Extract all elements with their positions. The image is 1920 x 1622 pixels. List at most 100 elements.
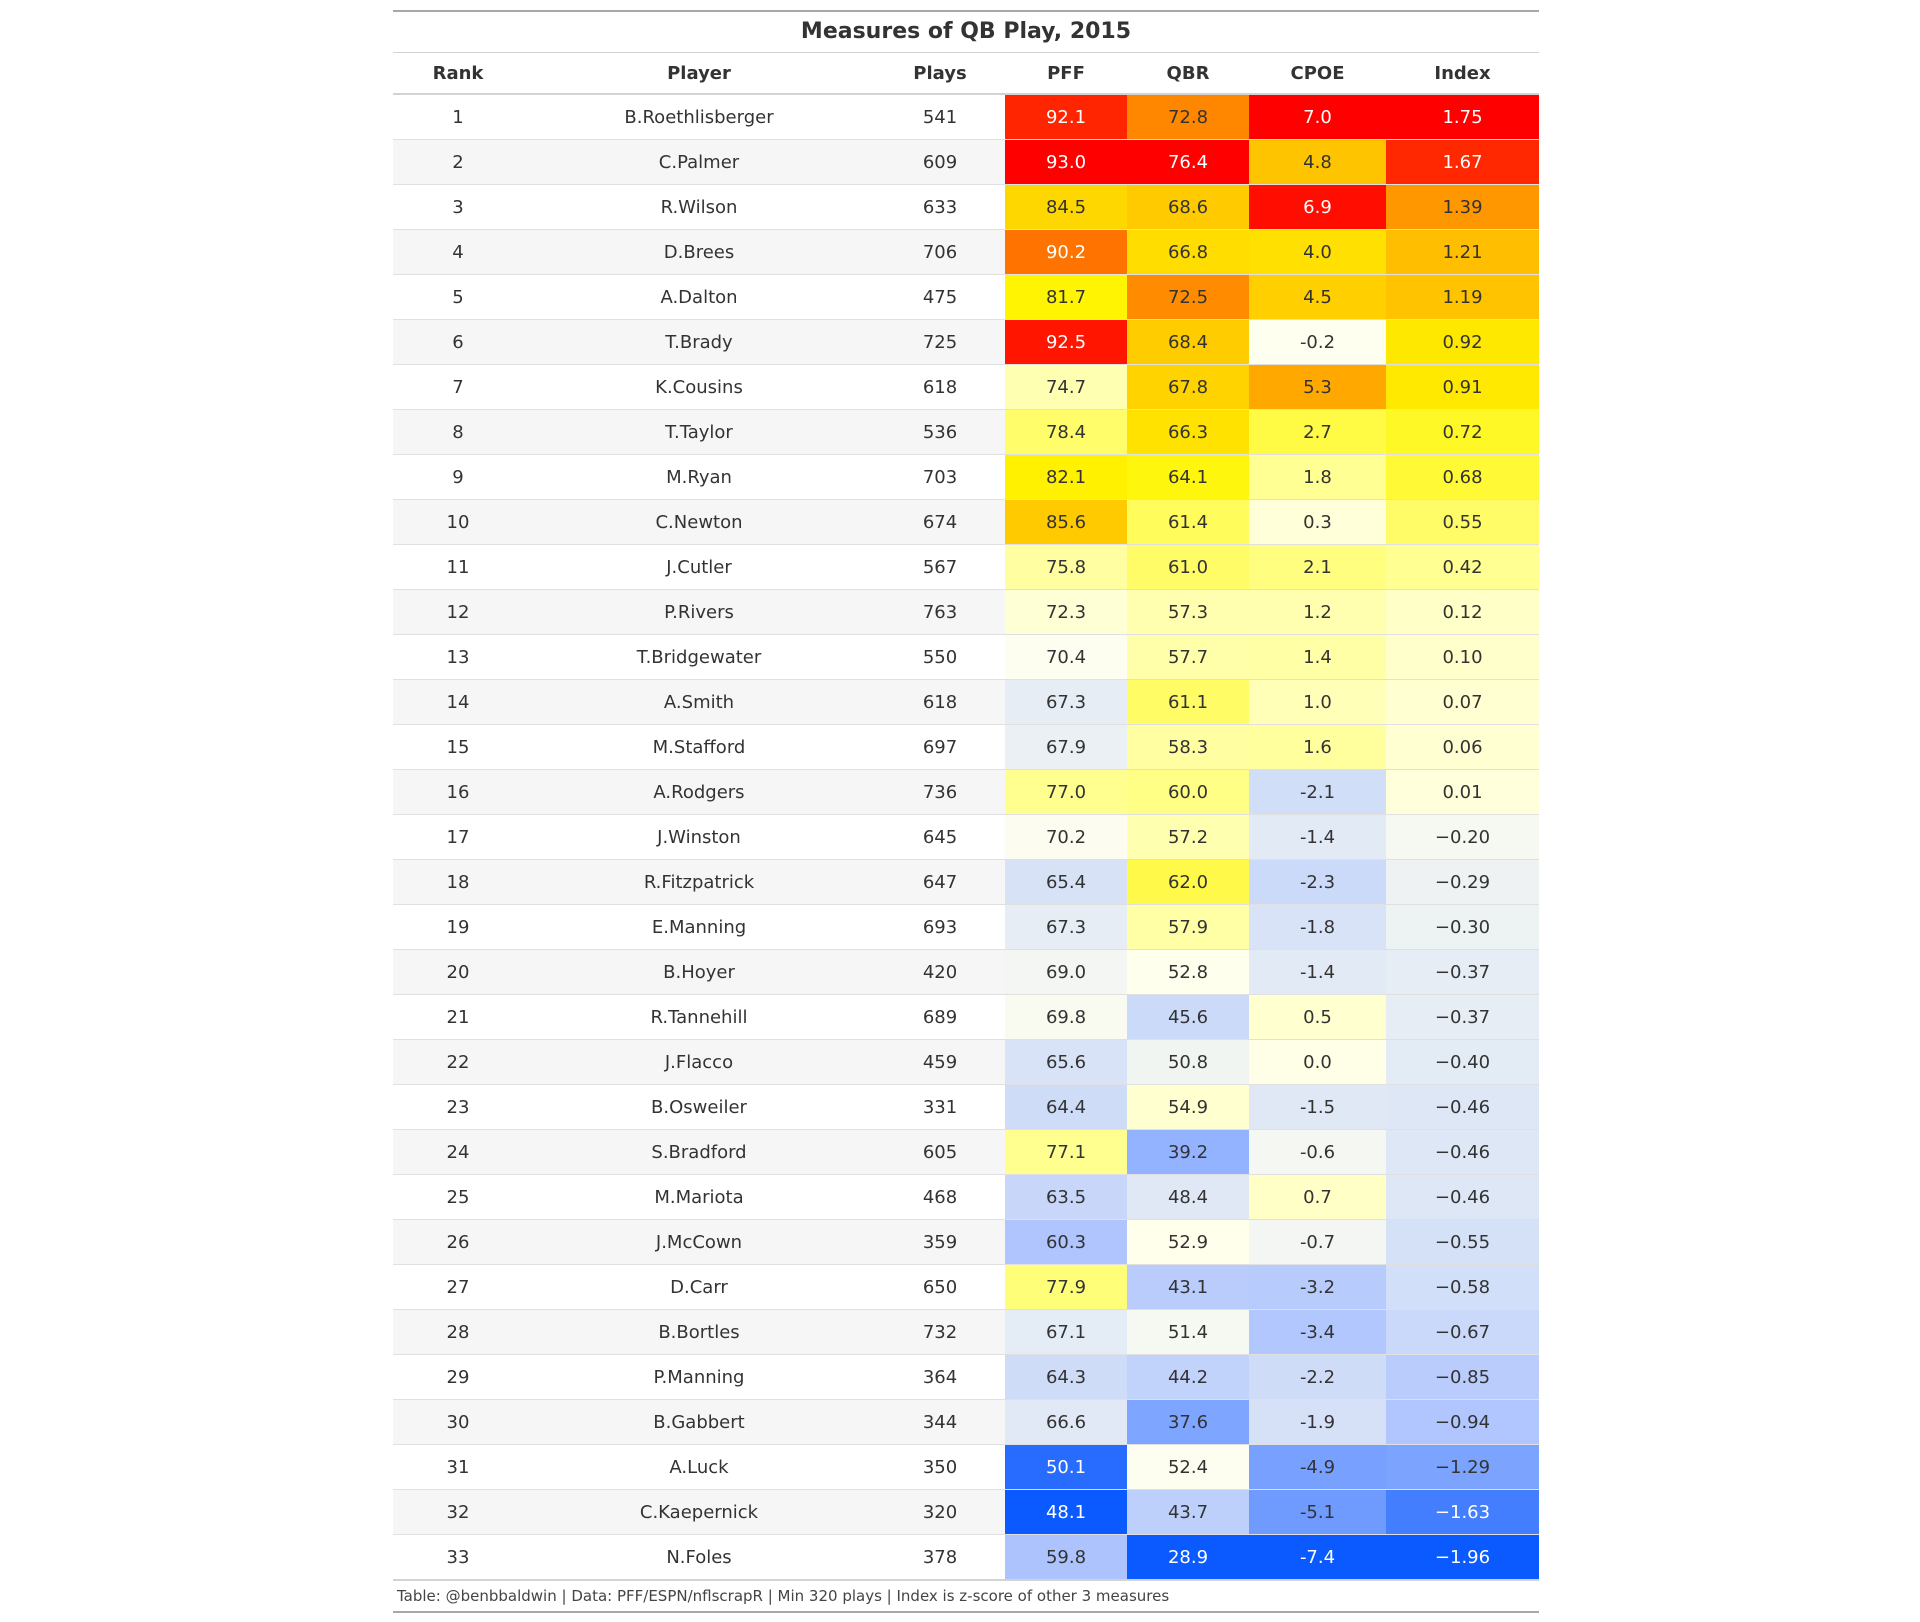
cell-player: J.McCown xyxy=(523,1219,875,1265)
cell-cpoe: -2.1 xyxy=(1249,769,1386,815)
cell-index: −0.67 xyxy=(1386,1309,1539,1355)
table-row: 24 S.Bradford 605 77.1 39.2 -0.6 −0.46 xyxy=(393,1129,1539,1175)
cell-index: 0.91 xyxy=(1386,364,1539,410)
cell-qbr: 54.9 xyxy=(1127,1084,1249,1130)
cell-cpoe: 0.7 xyxy=(1249,1174,1386,1220)
cell-plays: 378 xyxy=(875,1534,1005,1579)
cell-plays: 344 xyxy=(875,1399,1005,1445)
cell-pff: 59.8 xyxy=(1005,1534,1127,1579)
table-row: 16 A.Rodgers 736 77.0 60.0 -2.1 0.01 xyxy=(393,769,1539,815)
cell-plays: 320 xyxy=(875,1489,1005,1535)
cell-plays: 674 xyxy=(875,499,1005,545)
cell-plays: 609 xyxy=(875,139,1005,185)
table-body: 1 B.Roethlisberger 541 92.1 72.8 7.0 1.75 2 C.Pa… xyxy=(393,93,1539,1579)
cell-index: −0.46 xyxy=(1386,1174,1539,1220)
cell-pff: 60.3 xyxy=(1005,1219,1127,1265)
cell-cpoe: -0.6 xyxy=(1249,1129,1386,1175)
cell-rank: 16 xyxy=(393,769,523,815)
cell-cpoe: -5.1 xyxy=(1249,1489,1386,1535)
cell-index: 0.07 xyxy=(1386,679,1539,725)
cell-pff: 77.0 xyxy=(1005,769,1127,815)
cell-rank: 6 xyxy=(393,319,523,365)
cell-index: −0.55 xyxy=(1386,1219,1539,1265)
cell-index: −0.29 xyxy=(1386,859,1539,905)
cell-pff: 64.3 xyxy=(1005,1354,1127,1400)
cell-pff: 84.5 xyxy=(1005,184,1127,230)
cell-player: R.Fitzpatrick xyxy=(523,859,875,905)
table-row: 30 B.Gabbert 344 66.6 37.6 -1.9 −0.94 xyxy=(393,1399,1539,1445)
cell-rank: 14 xyxy=(393,679,523,725)
cell-rank: 5 xyxy=(393,274,523,320)
table-row: 8 T.Taylor 536 78.4 66.3 2.7 0.72 xyxy=(393,409,1539,455)
cell-cpoe: -1.4 xyxy=(1249,949,1386,995)
cell-pff: 66.6 xyxy=(1005,1399,1127,1445)
cell-index: −0.30 xyxy=(1386,904,1539,950)
cell-qbr: 60.0 xyxy=(1127,769,1249,815)
cell-qbr: 57.3 xyxy=(1127,589,1249,635)
cell-index: 0.92 xyxy=(1386,319,1539,365)
cell-pff: 81.7 xyxy=(1005,274,1127,320)
qb-table: Rank Player Plays PFF QBR CPOE Index 1 B.… xyxy=(393,53,1539,1579)
cell-plays: 541 xyxy=(875,93,1005,140)
cell-qbr: 66.8 xyxy=(1127,229,1249,275)
cell-qbr: 58.3 xyxy=(1127,724,1249,770)
cell-cpoe: 4.0 xyxy=(1249,229,1386,275)
cell-player: C.Newton xyxy=(523,499,875,545)
table-row: 33 N.Foles 378 59.8 28.9 -7.4 −1.96 xyxy=(393,1534,1539,1579)
cell-cpoe: 0.5 xyxy=(1249,994,1386,1040)
cell-cpoe: -1.4 xyxy=(1249,814,1386,860)
cell-qbr: 39.2 xyxy=(1127,1129,1249,1175)
cell-index: −0.46 xyxy=(1386,1084,1539,1130)
cell-player: P.Manning xyxy=(523,1354,875,1400)
table-row: 20 B.Hoyer 420 69.0 52.8 -1.4 −0.37 xyxy=(393,949,1539,995)
cell-qbr: 64.1 xyxy=(1127,454,1249,500)
table-row: 25 M.Mariota 468 63.5 48.4 0.7 −0.46 xyxy=(393,1174,1539,1220)
cell-cpoe: 0.0 xyxy=(1249,1039,1386,1085)
table-row: 9 M.Ryan 703 82.1 64.1 1.8 0.68 xyxy=(393,454,1539,500)
cell-pff: 67.1 xyxy=(1005,1309,1127,1355)
cell-cpoe: -0.2 xyxy=(1249,319,1386,365)
cell-player: S.Bradford xyxy=(523,1129,875,1175)
cell-cpoe: 6.9 xyxy=(1249,184,1386,230)
cell-pff: 77.9 xyxy=(1005,1264,1127,1310)
table-row: 11 J.Cutler 567 75.8 61.0 2.1 0.42 xyxy=(393,544,1539,590)
table-row: 32 C.Kaepernick 320 48.1 43.7 -5.1 −1.63 xyxy=(393,1489,1539,1535)
cell-rank: 33 xyxy=(393,1534,523,1579)
cell-rank: 20 xyxy=(393,949,523,995)
cell-qbr: 28.9 xyxy=(1127,1534,1249,1579)
cell-player: E.Manning xyxy=(523,904,875,950)
table-row: 10 C.Newton 674 85.6 61.4 0.3 0.55 xyxy=(393,499,1539,545)
cell-pff: 70.2 xyxy=(1005,814,1127,860)
cell-index: 0.72 xyxy=(1386,409,1539,455)
cell-plays: 420 xyxy=(875,949,1005,995)
cell-index: 1.21 xyxy=(1386,229,1539,275)
cell-pff: 90.2 xyxy=(1005,229,1127,275)
qb-table-container: Measures of QB Play, 2015 Rank Player Pl… xyxy=(393,10,1539,1613)
cell-index: −0.46 xyxy=(1386,1129,1539,1175)
table-row: 2 C.Palmer 609 93.0 76.4 4.8 1.67 xyxy=(393,139,1539,185)
cell-index: 0.68 xyxy=(1386,454,1539,500)
column-header-index: Index xyxy=(1386,53,1539,95)
cell-pff: 92.1 xyxy=(1005,93,1127,140)
cell-cpoe: 4.5 xyxy=(1249,274,1386,320)
cell-cpoe: 0.3 xyxy=(1249,499,1386,545)
cell-rank: 27 xyxy=(393,1264,523,1310)
cell-qbr: 44.2 xyxy=(1127,1354,1249,1400)
cell-plays: 645 xyxy=(875,814,1005,860)
cell-qbr: 45.6 xyxy=(1127,994,1249,1040)
cell-qbr: 51.4 xyxy=(1127,1309,1249,1355)
table-row: 14 A.Smith 618 67.3 61.1 1.0 0.07 xyxy=(393,679,1539,725)
cell-qbr: 61.0 xyxy=(1127,544,1249,590)
cell-plays: 647 xyxy=(875,859,1005,905)
cell-rank: 3 xyxy=(393,184,523,230)
cell-cpoe: -7.4 xyxy=(1249,1534,1386,1579)
table-footer: Table: @benbbaldwin | Data: PFF/ESPN/nfl… xyxy=(393,1579,1539,1613)
table-row: 29 P.Manning 364 64.3 44.2 -2.2 −0.85 xyxy=(393,1354,1539,1400)
cell-rank: 26 xyxy=(393,1219,523,1265)
cell-rank: 10 xyxy=(393,499,523,545)
cell-player: J.Cutler xyxy=(523,544,875,590)
cell-pff: 74.7 xyxy=(1005,364,1127,410)
cell-rank: 21 xyxy=(393,994,523,1040)
cell-cpoe: -3.2 xyxy=(1249,1264,1386,1310)
cell-index: 1.67 xyxy=(1386,139,1539,185)
